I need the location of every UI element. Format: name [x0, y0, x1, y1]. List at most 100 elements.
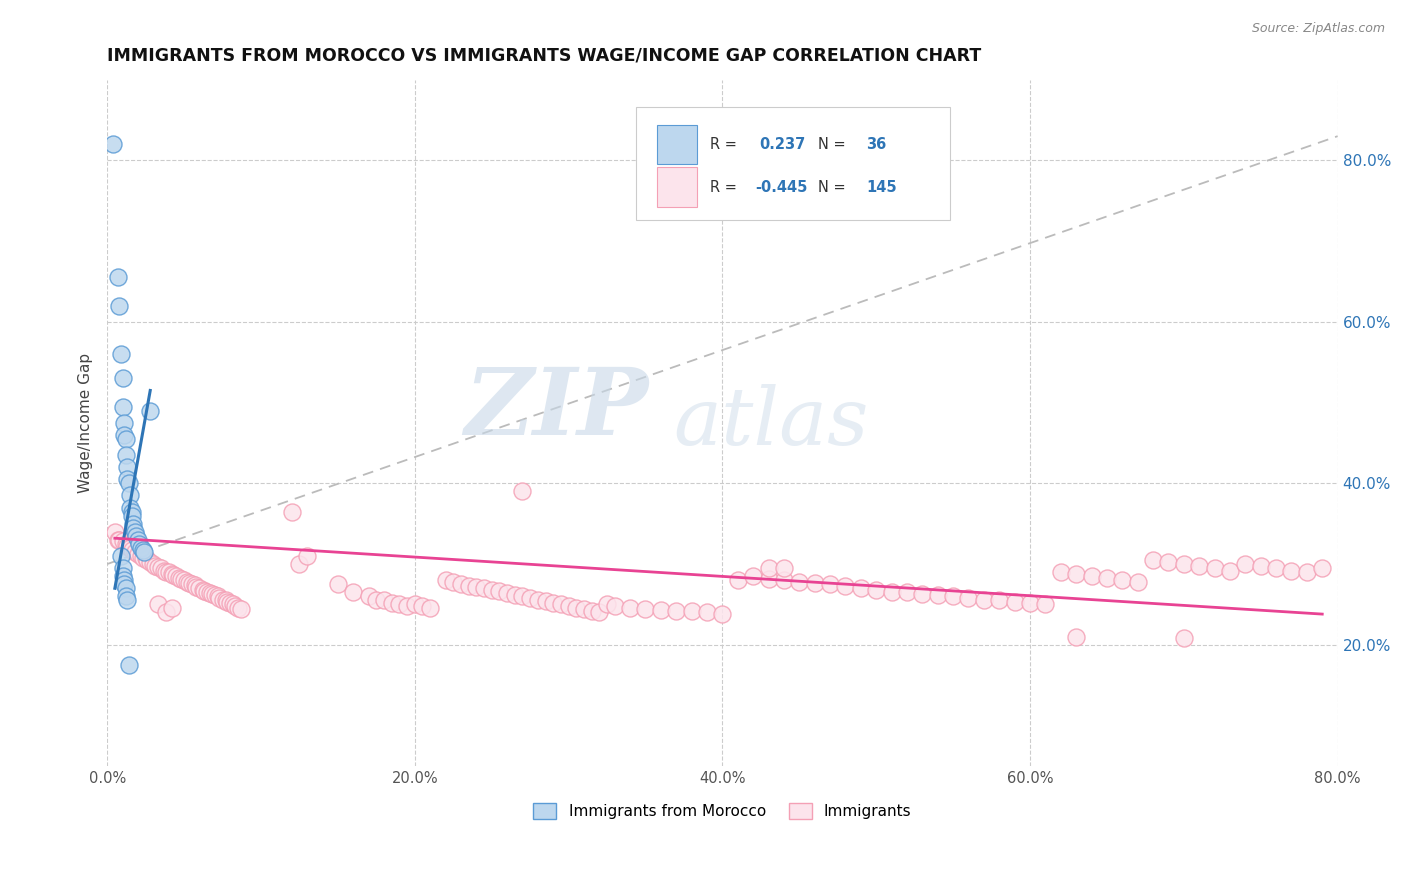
Point	[1019, 596, 1042, 610]
Point	[457, 579, 479, 593]
Point	[180, 577, 202, 591]
Point	[1157, 555, 1180, 569]
Point	[711, 607, 734, 621]
Point	[366, 593, 388, 607]
Point	[139, 555, 162, 569]
Point	[441, 574, 464, 589]
Point	[803, 576, 825, 591]
Point	[127, 547, 149, 561]
Point	[557, 599, 579, 613]
Point	[773, 561, 796, 575]
Point	[165, 569, 187, 583]
Point	[742, 569, 765, 583]
Point	[111, 371, 134, 385]
Point	[758, 561, 780, 575]
Point	[1142, 553, 1164, 567]
Point	[411, 599, 433, 613]
Point	[1250, 558, 1272, 573]
Point	[114, 537, 136, 551]
Point	[1111, 573, 1133, 587]
Point	[219, 596, 242, 610]
Point	[177, 576, 200, 591]
Point	[108, 533, 131, 547]
Point	[865, 582, 887, 597]
Point	[157, 565, 180, 579]
Point	[129, 541, 152, 555]
Point	[184, 578, 207, 592]
Point	[129, 549, 152, 563]
Point	[1064, 630, 1087, 644]
Point	[131, 550, 153, 565]
Legend: Immigrants from Morocco, Immigrants: Immigrants from Morocco, Immigrants	[529, 798, 917, 823]
Point	[880, 585, 903, 599]
Point	[142, 557, 165, 571]
Point	[581, 604, 603, 618]
Point	[1234, 557, 1257, 571]
Point	[224, 599, 246, 613]
Point	[896, 585, 918, 599]
Point	[773, 573, 796, 587]
Point	[211, 592, 233, 607]
Point	[214, 593, 236, 607]
Text: R =: R =	[710, 137, 737, 152]
Point	[512, 590, 534, 604]
Point	[195, 585, 218, 599]
Point	[388, 598, 411, 612]
Text: N =: N =	[818, 137, 846, 152]
Point	[118, 476, 141, 491]
Text: R =: R =	[710, 179, 737, 194]
Point	[120, 541, 142, 555]
Point	[108, 299, 131, 313]
Y-axis label: Wage/Income Gap: Wage/Income Gap	[79, 352, 93, 492]
Point	[1295, 565, 1317, 579]
Point	[727, 573, 749, 587]
Point	[419, 601, 441, 615]
Point	[527, 592, 550, 607]
Text: Source: ZipAtlas.com: Source: ZipAtlas.com	[1251, 22, 1385, 36]
Point	[110, 549, 132, 563]
Point	[122, 521, 145, 535]
Point	[1049, 565, 1071, 579]
Point	[973, 592, 995, 607]
Point	[207, 590, 229, 604]
Text: 0.237: 0.237	[759, 137, 806, 152]
Point	[596, 598, 619, 612]
Point	[110, 347, 132, 361]
Point	[112, 428, 135, 442]
Point	[229, 602, 252, 616]
Point	[120, 500, 142, 515]
Point	[696, 606, 718, 620]
Point	[111, 534, 134, 549]
Point	[127, 533, 149, 547]
Point	[1004, 595, 1026, 609]
Point	[115, 539, 138, 553]
Point	[1219, 564, 1241, 578]
Point	[112, 573, 135, 587]
Point	[1310, 561, 1333, 575]
Point	[1265, 561, 1288, 575]
Point	[288, 557, 311, 571]
Point	[665, 604, 688, 618]
Point	[169, 571, 191, 585]
Point	[186, 580, 208, 594]
Point	[170, 572, 193, 586]
Point	[488, 584, 510, 599]
Point	[114, 448, 136, 462]
Point	[121, 505, 143, 519]
Text: -0.445: -0.445	[755, 179, 808, 194]
Point	[834, 579, 856, 593]
Point	[1173, 557, 1195, 571]
Point	[434, 573, 457, 587]
Point	[128, 537, 150, 551]
Point	[988, 593, 1011, 607]
Point	[191, 582, 214, 597]
Point	[200, 586, 222, 600]
Point	[512, 484, 534, 499]
Point	[115, 472, 138, 486]
Point	[957, 591, 980, 605]
Point	[911, 587, 934, 601]
Point	[162, 568, 184, 582]
Point	[139, 403, 162, 417]
Point	[114, 432, 136, 446]
Text: ZIP: ZIP	[464, 364, 648, 454]
